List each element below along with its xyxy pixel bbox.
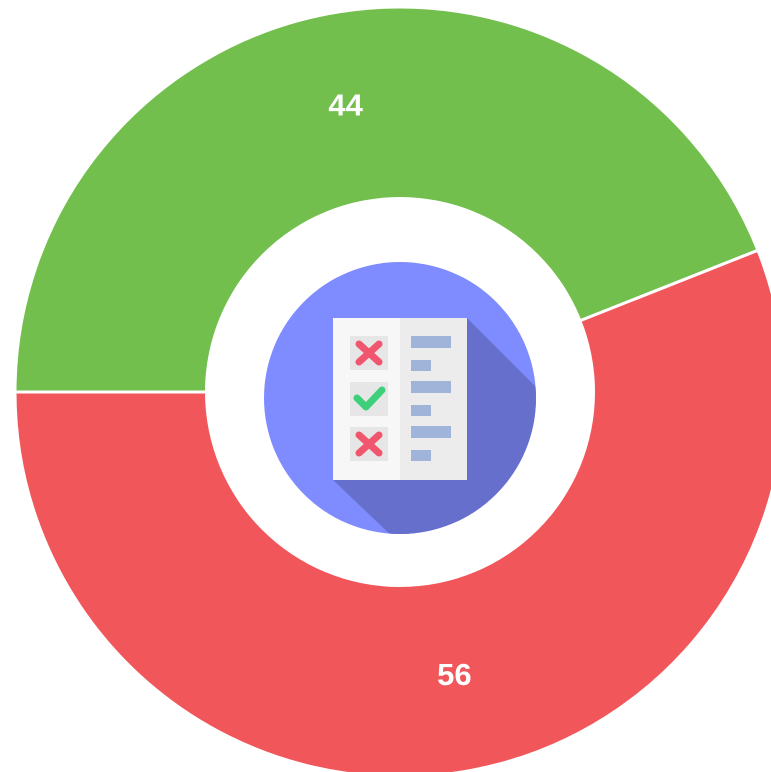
icon-check [353, 386, 386, 411]
data-label: 56 [437, 657, 471, 692]
icon-cross [355, 340, 383, 366]
center-icon [264, 262, 536, 534]
data-label: 44 [328, 87, 363, 122]
icon-cross [355, 431, 383, 457]
icon-shadow [333, 318, 536, 534]
icon-lines [411, 336, 451, 461]
